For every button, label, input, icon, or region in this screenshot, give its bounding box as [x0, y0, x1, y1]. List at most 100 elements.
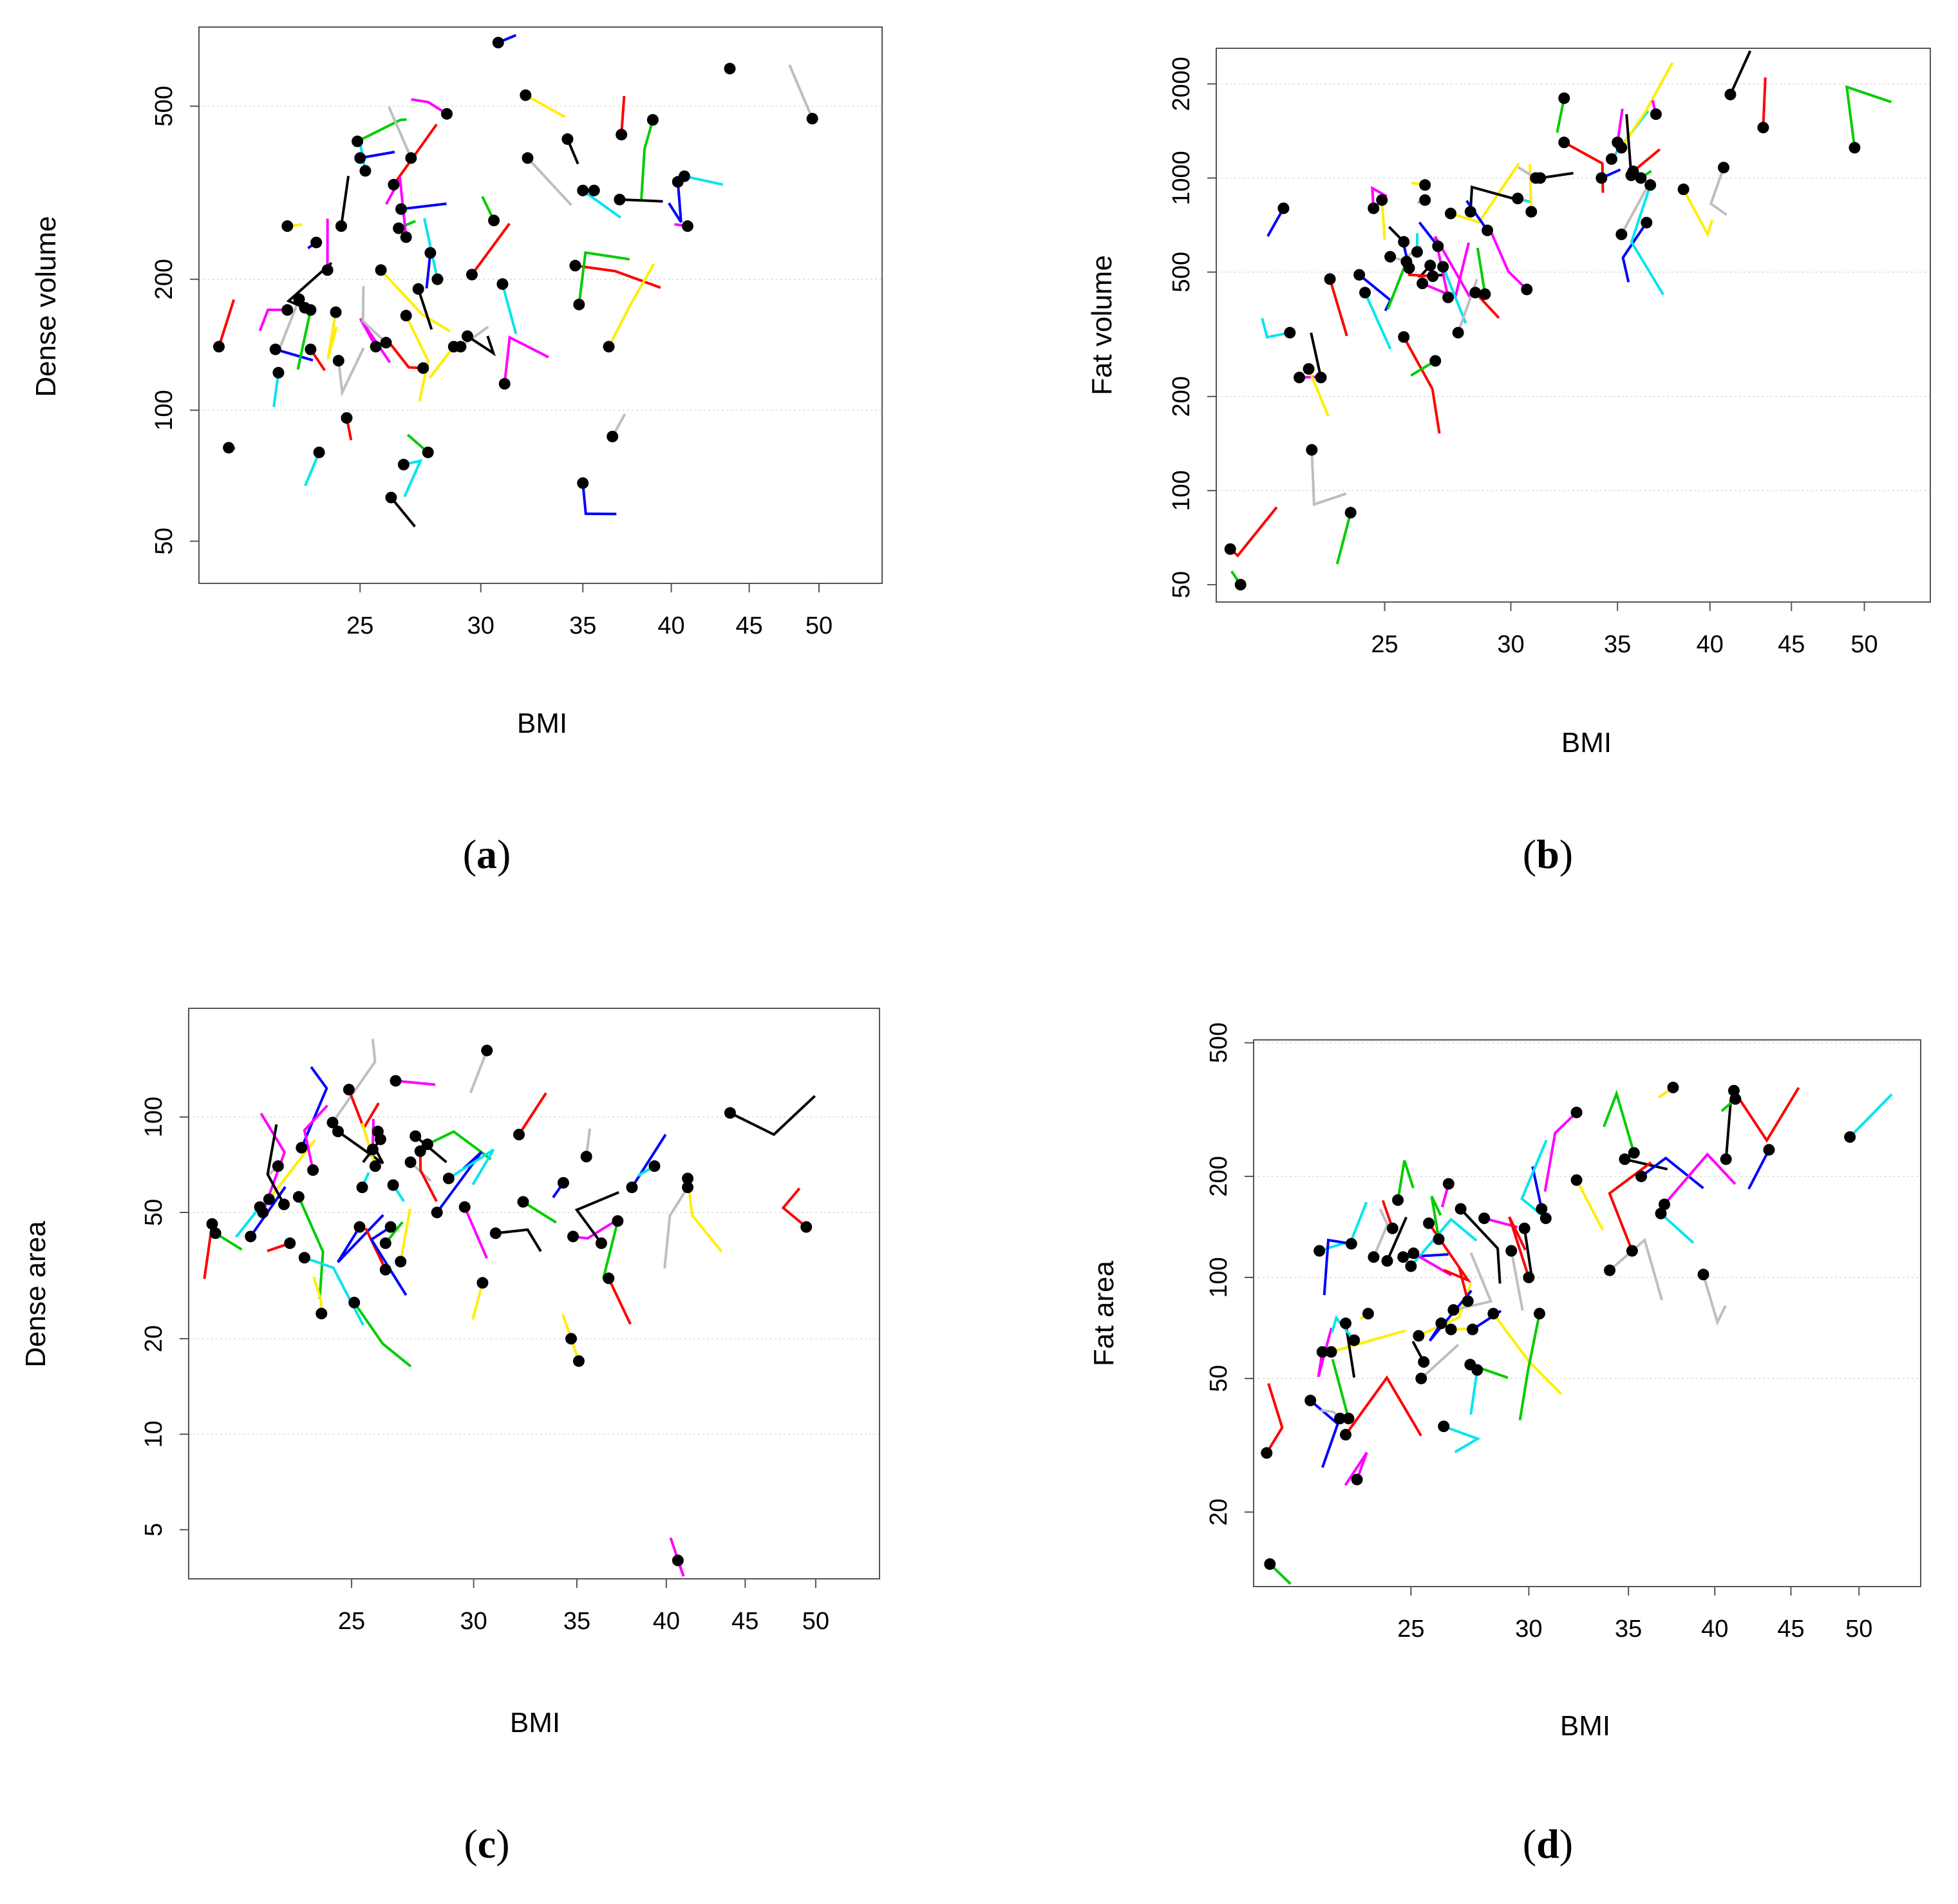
panel-label-open: ( [463, 831, 476, 877]
data-point [1525, 205, 1538, 218]
data-point [1667, 1081, 1679, 1093]
data-point [577, 184, 589, 196]
data-point [409, 1130, 422, 1142]
panel-a: 25 30 35 40 45 50 50 100 200 500 BMI Dense volume (a… [30, 26, 883, 877]
data-point [369, 1160, 381, 1173]
trajectory-line [640, 119, 654, 200]
data-point [1479, 288, 1491, 300]
data-point [400, 231, 412, 243]
trajectory-line [1709, 167, 1727, 216]
trajectory-line [1307, 368, 1330, 417]
data-point [1619, 1153, 1631, 1165]
data-point [1849, 142, 1861, 154]
data-point [522, 152, 534, 164]
data-point [461, 330, 473, 343]
data-point [1284, 326, 1296, 339]
trajectory-line [1309, 1399, 1340, 1468]
data-point [1442, 291, 1454, 303]
data-point [330, 306, 342, 318]
trajectory-line [1603, 1089, 1635, 1153]
trajectory-line [1724, 1099, 1733, 1160]
data-point [626, 1182, 638, 1194]
trajectory-line [286, 261, 333, 309]
data-point [1294, 372, 1306, 384]
data-point [492, 37, 504, 49]
trajectory-line [1443, 1425, 1481, 1453]
data-point [412, 283, 424, 295]
data-point [603, 1272, 615, 1285]
y-tick-label: 50 [1168, 571, 1195, 598]
data-point [305, 343, 317, 355]
x-axis-title: BMI [1561, 727, 1612, 759]
data-point [496, 278, 509, 290]
trajectory-line [399, 1208, 411, 1262]
data-point [1539, 1212, 1552, 1225]
trajectory-line [471, 1282, 484, 1320]
data-point [1407, 1247, 1420, 1259]
trajectory-line [574, 1191, 619, 1244]
trajectory-line [1364, 292, 1392, 350]
trajectory-line [395, 1079, 436, 1086]
data-point [1368, 1251, 1380, 1263]
data-point [431, 1207, 443, 1219]
data-point [1533, 1308, 1545, 1320]
data-point [1415, 1372, 1427, 1384]
panel-label-close: ) [1559, 831, 1573, 877]
data-point [1315, 372, 1327, 384]
data-point [341, 412, 353, 424]
x-tick-label: 45 [1778, 631, 1805, 658]
x-tick-label: 35 [1604, 631, 1631, 658]
trajectory-line [1371, 185, 1388, 209]
trajectory-line [630, 1133, 667, 1189]
data-point [332, 1126, 344, 1138]
data-point [557, 1176, 569, 1189]
data-point [1677, 184, 1690, 196]
y-tick-label: 200 [1168, 376, 1195, 417]
data-point [1729, 1093, 1742, 1105]
data-point [577, 477, 589, 489]
trajectory-line [1397, 1160, 1415, 1201]
data-point [1604, 1264, 1616, 1276]
data-point [1655, 1207, 1667, 1220]
data-point [424, 247, 437, 259]
trajectory-line [218, 299, 236, 348]
y-tick-label: 50 [1205, 1365, 1232, 1392]
trajectory-line [1620, 62, 1674, 149]
panel-label: (b) [1523, 831, 1573, 877]
trajectory-line [1747, 1149, 1771, 1190]
panel-label-letter: c [478, 1821, 496, 1867]
data-point [366, 1144, 379, 1156]
trajectory-line [326, 312, 338, 360]
data-point [1334, 1412, 1346, 1424]
trajectory-line [582, 189, 621, 219]
data-point [395, 1256, 407, 1268]
data-point [1523, 1271, 1535, 1283]
data-point [1720, 1153, 1732, 1165]
trajectory-line [607, 1277, 632, 1325]
data-point [296, 1142, 308, 1154]
data-point [421, 1138, 433, 1151]
y-tick-label: 500 [1168, 252, 1195, 292]
data-point [356, 1182, 368, 1194]
data-point [348, 1296, 361, 1308]
y-tick-label: 100 [140, 1097, 167, 1137]
data-point [1386, 1222, 1398, 1234]
data-point [442, 1173, 455, 1185]
data-point [1344, 507, 1357, 519]
data-point [404, 1156, 417, 1168]
data-point [1398, 236, 1410, 248]
data-point [1384, 250, 1397, 263]
data-point [1435, 1317, 1447, 1330]
x-tick-label: 25 [1397, 1616, 1424, 1643]
data-point [414, 1145, 426, 1157]
x-tick-label: 30 [1515, 1616, 1542, 1643]
data-point [1234, 579, 1247, 591]
y-tick-label: 50 [151, 527, 178, 554]
x-tick-label: 25 [1371, 631, 1398, 658]
data-point [335, 220, 348, 232]
trajectory-line [272, 372, 280, 408]
trajectory-line [1460, 1208, 1501, 1284]
trajectory-line [411, 98, 448, 115]
data-point [380, 337, 392, 349]
y-tick-label: 20 [1205, 1498, 1232, 1525]
